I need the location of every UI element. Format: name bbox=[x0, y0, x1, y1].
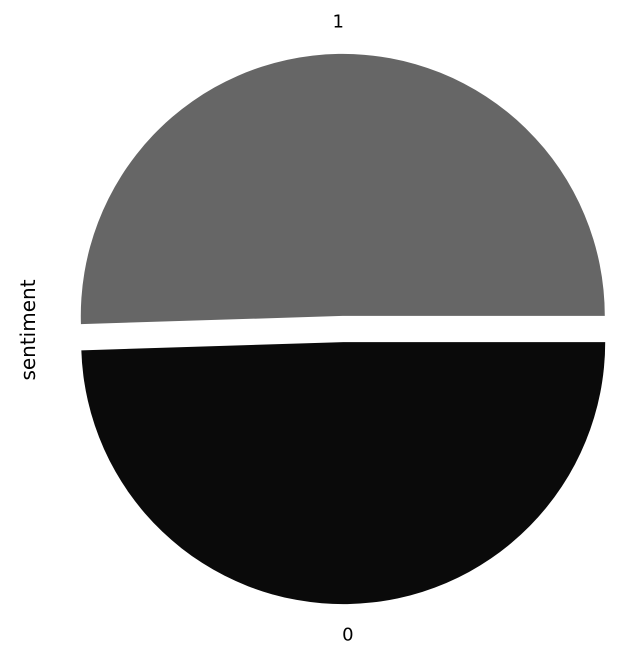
pie-slice-0 bbox=[81, 342, 606, 605]
pie-slice-1 bbox=[80, 53, 605, 325]
pie-slice-label-0: 0 bbox=[342, 625, 353, 646]
pie-slice-label-1: 1 bbox=[332, 11, 343, 32]
